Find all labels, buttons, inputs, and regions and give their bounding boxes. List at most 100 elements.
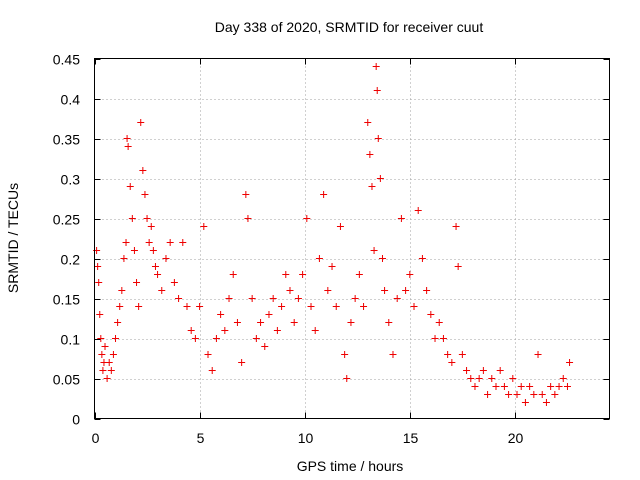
x-tick-labels: 0 5 10 15 20 (92, 430, 524, 446)
data-point (381, 287, 389, 294)
data-point (452, 223, 460, 230)
data-point (196, 303, 204, 310)
data-point (191, 335, 199, 342)
data-point (496, 367, 504, 374)
data-point (124, 143, 132, 150)
data-point (109, 351, 117, 358)
data-point (248, 295, 256, 302)
data-point (427, 311, 435, 318)
data-point (229, 271, 237, 278)
y-tick-label: 0.45 (53, 52, 80, 68)
data-point (158, 287, 166, 294)
y-tick-label: 0.1 (61, 332, 81, 348)
data-point (368, 183, 376, 190)
data-point (538, 391, 546, 398)
data-point (513, 391, 521, 398)
data-point (105, 359, 113, 366)
data-point (341, 351, 349, 358)
data-point (170, 279, 178, 286)
y-tick-label: 0.25 (53, 212, 80, 228)
chart-title: Day 338 of 2020, SRMTID for receiver cuu… (215, 19, 484, 35)
data-point (444, 351, 452, 358)
data-point (162, 255, 170, 262)
data-point (355, 271, 363, 278)
data-point (143, 215, 151, 222)
y-tick-label: 0.35 (53, 132, 80, 148)
data-point (252, 335, 260, 342)
data-point (471, 383, 479, 390)
x-tick-label: 15 (403, 430, 419, 446)
data-point (526, 383, 534, 390)
data-point (114, 319, 122, 326)
data-point (187, 327, 195, 334)
data-point (118, 287, 126, 294)
data-point (517, 383, 525, 390)
data-point (418, 255, 426, 262)
data-point (244, 215, 252, 222)
data-point (128, 215, 136, 222)
data-point (147, 223, 155, 230)
data-point (393, 295, 401, 302)
data-point (372, 63, 380, 70)
data-point (414, 207, 422, 214)
y-tick-label: 0.05 (53, 372, 80, 388)
data-point (122, 239, 130, 246)
data-point (120, 255, 128, 262)
data-point (183, 303, 191, 310)
data-point (242, 191, 250, 198)
x-tick-label: 10 (298, 430, 314, 446)
data-point (112, 335, 120, 342)
data-point (149, 247, 157, 254)
y-tick-label: 0.4 (61, 92, 81, 108)
data-point (315, 255, 323, 262)
data-point (221, 327, 229, 334)
data-point (273, 327, 281, 334)
y-axis-label: SRMTID / TECUs (5, 183, 21, 293)
data-point (530, 391, 538, 398)
x-tick-label: 20 (508, 430, 524, 446)
data-point (286, 287, 294, 294)
y-tick-label: 0.2 (61, 252, 81, 268)
data-point (336, 223, 344, 230)
x-tick-label: 5 (197, 430, 205, 446)
data-point (282, 271, 290, 278)
data-point (431, 335, 439, 342)
data-point (435, 319, 443, 326)
data-point (139, 167, 147, 174)
x-axis-label: GPS time / hours (297, 458, 404, 474)
data-point (123, 135, 131, 142)
data-point (103, 375, 111, 382)
data-point (373, 87, 381, 94)
data-point (360, 303, 368, 310)
data-point (154, 271, 162, 278)
data-point (475, 375, 483, 382)
data-point (479, 367, 487, 374)
data-point (406, 271, 414, 278)
data-point (488, 375, 496, 382)
x-tick-label: 0 (92, 430, 100, 446)
data-point (166, 239, 174, 246)
data-points (93, 63, 574, 406)
data-point (370, 247, 378, 254)
data-point (364, 119, 372, 126)
data-point (366, 151, 374, 158)
data-point (265, 311, 273, 318)
data-point (566, 359, 574, 366)
data-point (551, 391, 559, 398)
data-point (200, 223, 208, 230)
data-point (463, 367, 471, 374)
data-point (179, 239, 187, 246)
data-point (107, 367, 115, 374)
data-point (307, 303, 315, 310)
data-point (374, 135, 382, 142)
data-point (95, 279, 103, 286)
data-point (238, 359, 246, 366)
data-point (299, 271, 307, 278)
grid (94, 58, 610, 419)
data-point (439, 335, 447, 342)
axis-ticks (94, 58, 610, 420)
data-point (448, 359, 456, 366)
data-point (225, 295, 233, 302)
data-point (343, 375, 351, 382)
